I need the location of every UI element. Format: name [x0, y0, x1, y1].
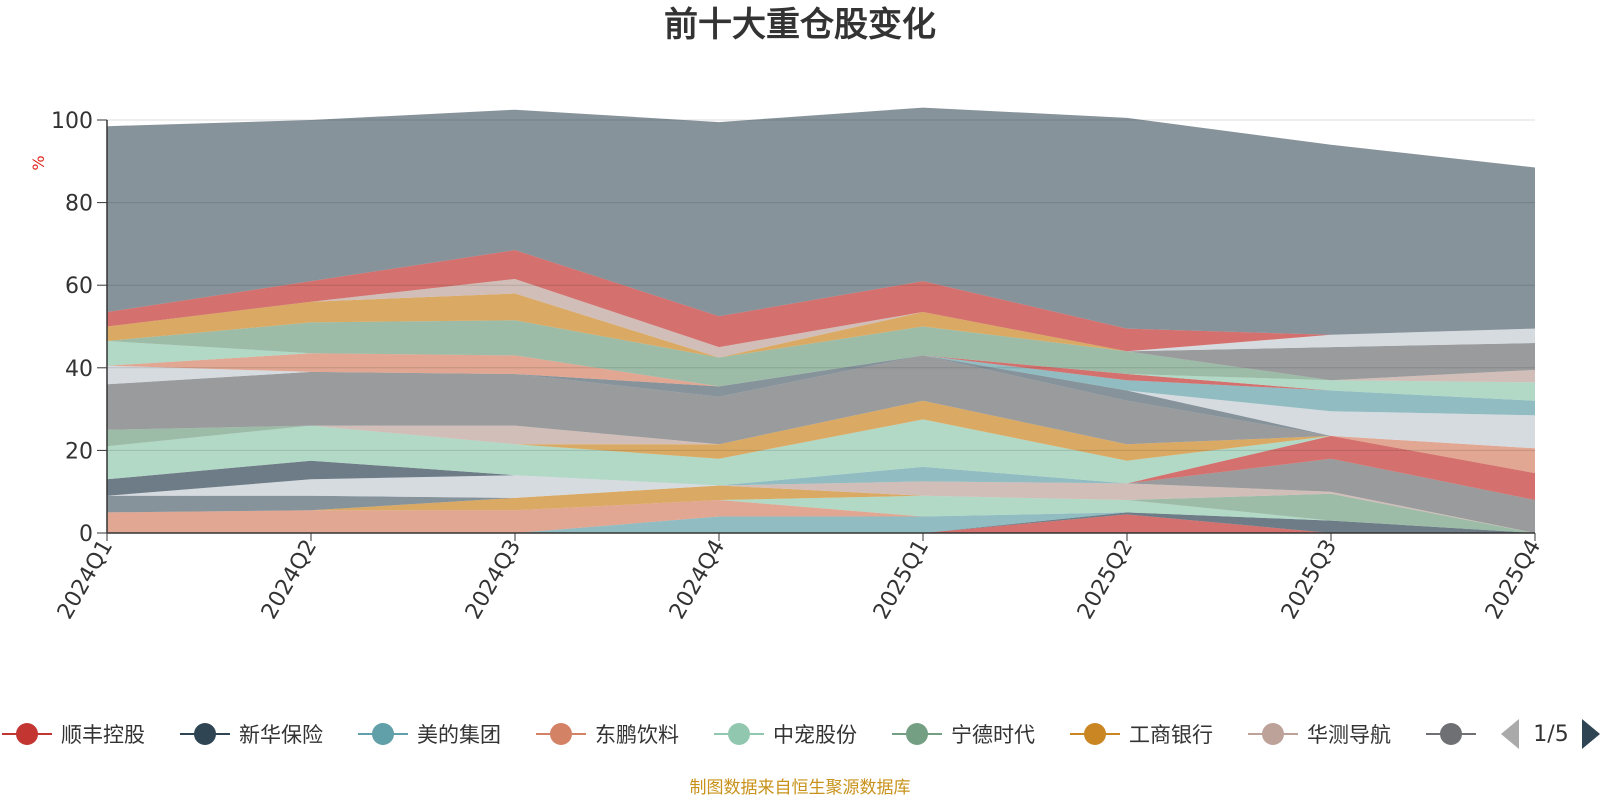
area-series-19: [107, 400, 1535, 449]
area-series-7: [107, 485, 1535, 533]
area-series-12: [107, 458, 1535, 500]
legend-item[interactable]: 美的集团: [358, 723, 501, 747]
area-series-8: [107, 481, 1535, 533]
legend-marker-icon: [16, 723, 38, 745]
area-series-9: [107, 458, 1535, 533]
y-tick-label: 80: [65, 192, 93, 217]
area-series-4: [107, 500, 1535, 533]
y-axis-unit-label: %: [29, 155, 48, 170]
y-tick-label: 20: [65, 439, 93, 464]
area-series-18: [107, 400, 1535, 461]
area-series-1: [107, 514, 1535, 533]
legend-marker-icon: [1262, 723, 1284, 745]
legend: 顺丰控股 新华保险 美的集团 东鹏饮料 中宠股份 宁德时代 工商银行 华测导航 海: [2, 723, 1506, 747]
x-tick-label: 2024Q4: [665, 536, 730, 624]
legend-item[interactable]: 华测导航: [1248, 723, 1391, 747]
chart-title: 前十大重仓股变化: [664, 5, 936, 45]
legend-label: 工商银行: [1129, 723, 1213, 747]
area-series-22: [107, 355, 1535, 449]
area-series-3: [107, 512, 1535, 533]
y-tick-label: 60: [65, 274, 93, 299]
area-series-26: [107, 353, 1535, 401]
x-tick-label: 2024Q3: [461, 536, 526, 624]
plot-areas: [107, 107, 1535, 533]
area-series-35: [107, 107, 1535, 335]
legend-label: 顺丰控股: [61, 723, 145, 747]
area-series-29: [107, 293, 1535, 383]
area-series-30: [107, 279, 1535, 383]
legend-marker-icon: [728, 723, 750, 745]
legend-label: 新华保险: [239, 723, 323, 747]
legend-marker-icon: [194, 723, 216, 745]
area-series-31: [107, 279, 1535, 381]
area-series-13: [107, 435, 1535, 500]
legend-item[interactable]: 中宠股份: [714, 723, 857, 747]
legend-marker-icon: [550, 723, 572, 745]
x-tick-label: 2024Q2: [257, 536, 322, 624]
area-series-33: [107, 279, 1535, 352]
area-series-21: [107, 355, 1535, 449]
legend-label: 东鹏饮料: [595, 723, 679, 747]
legend-marker-icon: [372, 723, 394, 745]
legend-item[interactable]: 海: [1426, 723, 1506, 747]
y-tick-label: 0: [79, 522, 93, 547]
area-series-15: [107, 435, 1535, 486]
area-series-11: [107, 458, 1535, 500]
x-tick-label: 2024Q1: [53, 536, 118, 624]
grid-lines: [107, 119, 1535, 451]
legend-pager: 1/5: [1501, 719, 1600, 749]
legend-label: 宁德时代: [951, 723, 1035, 747]
legend-page-indicator: 1/5: [1533, 722, 1568, 747]
area-series-20: [107, 355, 1535, 449]
area-series-16: [107, 419, 1535, 486]
legend-item[interactable]: 顺丰控股: [2, 723, 145, 747]
x-tick-label: 2025Q1: [869, 536, 934, 624]
area-series-6: [107, 493, 1535, 533]
x-tick-label: 2025Q2: [1073, 536, 1138, 624]
legend-label: 美的集团: [417, 723, 501, 747]
legend-marker-icon: [1084, 723, 1106, 745]
legend-item[interactable]: 新华保险: [180, 723, 323, 747]
area-series-2: [107, 512, 1535, 533]
legend-marker-icon: [1440, 723, 1462, 745]
legend-marker-icon: [906, 723, 928, 745]
legend-prev-page-icon[interactable]: [1501, 719, 1519, 749]
area-series-34: [107, 250, 1535, 352]
legend-item[interactable]: 东鹏饮料: [536, 723, 679, 747]
y-tick-label: 100: [51, 109, 93, 134]
legend-label: 中宠股份: [773, 723, 857, 747]
legend-items: 顺丰控股 新华保险 美的集团 东鹏饮料 中宠股份 宁德时代 工商银行 华测导航 海: [2, 723, 1506, 747]
area-series-10: [107, 458, 1535, 513]
area-series-23: [107, 355, 1535, 416]
legend-item[interactable]: 工商银行: [1070, 723, 1213, 747]
area-series-5: [107, 495, 1535, 533]
legend-item[interactable]: 宁德时代: [892, 723, 1035, 747]
legend-label: 华测导航: [1307, 723, 1391, 747]
x-tick-label: 2025Q4: [1481, 536, 1546, 624]
data-source-footer: 制图数据来自恒生聚源数据库: [690, 778, 911, 798]
legend-next-page-icon[interactable]: [1582, 719, 1600, 749]
y-tick-label: 40: [65, 357, 93, 382]
x-tick-label: 2025Q3: [1277, 536, 1342, 624]
area-series-28: [107, 320, 1535, 387]
